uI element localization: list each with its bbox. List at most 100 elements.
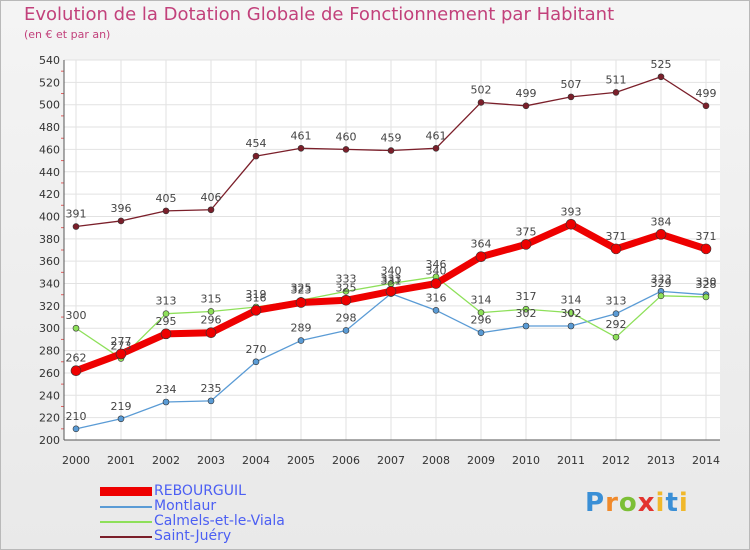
- x-tick-label: 2014: [692, 454, 720, 467]
- data-point: [70, 365, 82, 377]
- data-point: [610, 243, 622, 255]
- data-label: 461: [291, 129, 312, 142]
- data-point: [700, 243, 712, 255]
- data-label: 235: [201, 382, 222, 395]
- line-chart: 200 220 240 260 280 300 320 340 360 380 400 420 440 4…: [39, 54, 720, 467]
- data-label: 302: [516, 307, 537, 320]
- legend-swatch: [100, 506, 152, 508]
- data-label: 371: [606, 230, 627, 243]
- data-point: [342, 288, 350, 295]
- data-label: 460: [336, 130, 357, 143]
- y-tick-label: 520: [39, 76, 60, 89]
- data-label: 499: [516, 87, 537, 100]
- data-label: 364: [471, 238, 492, 251]
- data-label: 300: [66, 309, 87, 322]
- x-tick-label: 2000: [62, 454, 90, 467]
- data-point: [612, 333, 620, 341]
- data-label: 325: [336, 281, 357, 294]
- data-point: [477, 99, 485, 106]
- x-tick-label: 2012: [602, 454, 630, 467]
- data-point: [520, 239, 532, 250]
- y-tick-label: 480: [39, 121, 60, 134]
- data-point: [477, 309, 485, 316]
- data-point: [207, 308, 215, 315]
- legend-swatch: [100, 521, 152, 523]
- data-point: [477, 329, 485, 337]
- y-tick-label: 320: [39, 300, 60, 313]
- data-label: 262: [66, 352, 87, 365]
- data-label: 316: [246, 291, 267, 304]
- data-point: [612, 89, 620, 96]
- data-point: [432, 144, 440, 152]
- data-point: [160, 328, 172, 340]
- data-point: [252, 358, 260, 366]
- y-tick-label: 340: [39, 278, 60, 291]
- data-point: [387, 147, 395, 154]
- data-label: 499: [696, 87, 717, 100]
- data-point: [342, 327, 350, 334]
- data-point: [207, 206, 215, 214]
- data-label: 314: [471, 294, 492, 307]
- data-label: 375: [516, 225, 537, 238]
- data-point: [252, 152, 260, 160]
- data-point: [567, 93, 575, 101]
- data-point: [342, 146, 350, 153]
- data-point: [657, 73, 665, 81]
- chart-title: Evolution de la Dotation Globale de Fonc…: [24, 4, 615, 25]
- data-label: 329: [651, 277, 672, 290]
- data-label: 315: [201, 292, 222, 305]
- x-tick-label: 2006: [332, 454, 360, 467]
- x-tick-label: 2011: [557, 454, 585, 467]
- data-label: 210: [66, 410, 87, 423]
- data-point: [475, 251, 487, 263]
- data-point: [565, 218, 577, 230]
- y-tick-label: 220: [39, 412, 60, 425]
- data-label: 391: [66, 208, 87, 221]
- x-tick-label: 2007: [377, 454, 405, 467]
- x-tick-label: 2005: [287, 454, 315, 467]
- y-tick-label: 400: [39, 210, 60, 223]
- x-tick-label: 2001: [107, 454, 135, 467]
- y-tick-label: 540: [39, 54, 60, 67]
- data-label: 289: [291, 322, 312, 335]
- data-label: 330: [696, 276, 717, 289]
- x-tick-label: 2008: [422, 454, 450, 467]
- data-label: 323: [291, 284, 312, 297]
- data-label: 340: [381, 265, 402, 278]
- chart-subtitle: (en € et par an): [24, 28, 111, 41]
- y-tick-label: 440: [39, 166, 60, 179]
- data-label: 502: [471, 83, 492, 96]
- data-label: 316: [426, 291, 447, 304]
- data-label: 406: [201, 191, 222, 204]
- data-label: 454: [246, 137, 267, 150]
- x-tick-label: 2003: [197, 454, 225, 467]
- data-label: 331: [381, 275, 402, 288]
- data-point: [612, 310, 620, 318]
- data-label: 328: [696, 278, 717, 291]
- legend-label: Saint-Juéry: [154, 528, 232, 544]
- data-point: [250, 305, 262, 316]
- x-tick-label: 2010: [512, 454, 540, 467]
- data-label: 270: [246, 343, 267, 356]
- x-tick-label: 2013: [647, 454, 675, 467]
- data-point: [657, 292, 665, 300]
- x-tick-label: 2004: [242, 454, 270, 467]
- y-tick-label: 360: [39, 255, 60, 268]
- data-label: 461: [426, 129, 447, 142]
- data-label: 459: [381, 132, 402, 145]
- data-label: 346: [426, 258, 447, 271]
- data-label: 234: [156, 383, 177, 396]
- data-point: [72, 425, 80, 433]
- data-point: [295, 297, 307, 308]
- data-label: 302: [561, 307, 582, 320]
- data-point: [430, 278, 442, 289]
- data-point: [702, 102, 710, 110]
- proxiti-logo: Proxiti: [585, 488, 689, 518]
- y-tick-label: 460: [39, 143, 60, 156]
- data-label: 507: [561, 78, 582, 91]
- grid: [64, 59, 720, 441]
- legend-swatch: [100, 487, 152, 496]
- data-point: [297, 144, 305, 152]
- y-tick-label: 200: [39, 434, 60, 447]
- data-point: [522, 305, 530, 313]
